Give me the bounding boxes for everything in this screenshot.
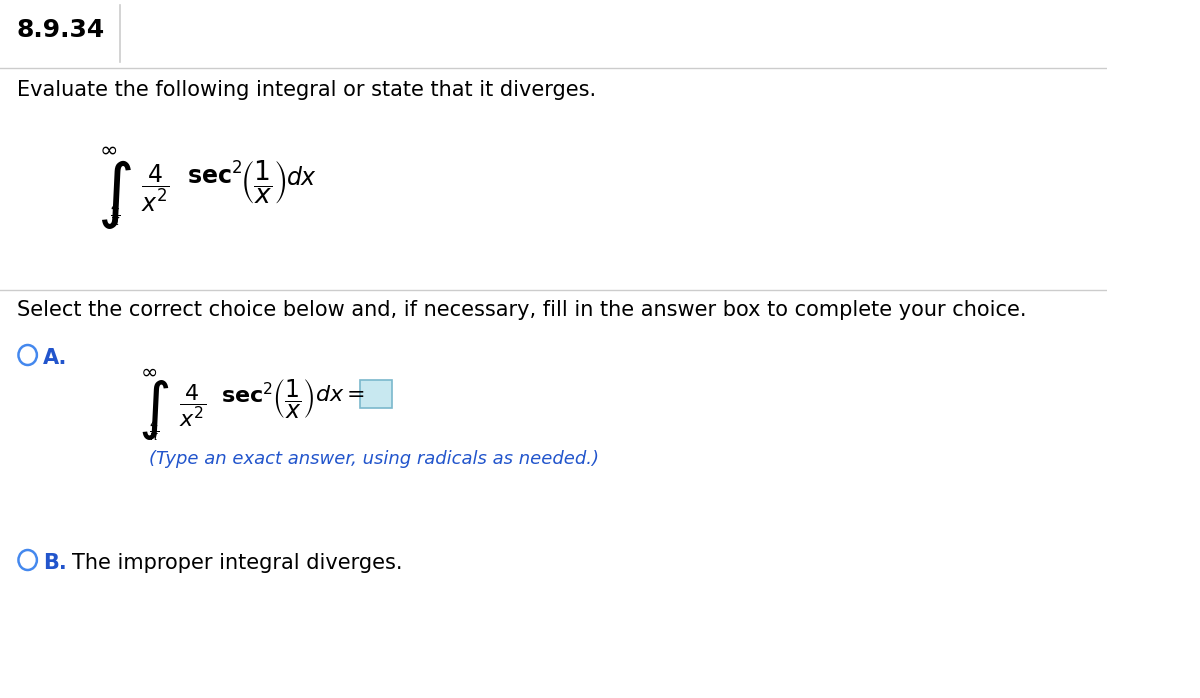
Text: $\left(\dfrac{1}{x}\right)$: $\left(\dfrac{1}{x}\right)$: [240, 158, 287, 206]
Text: $\mathbf{sec}^2$: $\mathbf{sec}^2$: [221, 382, 274, 407]
Text: $\frac{4}{\pi}$: $\frac{4}{\pi}$: [109, 200, 120, 228]
FancyBboxPatch shape: [360, 380, 392, 408]
Text: $\frac{4}{\pi}$: $\frac{4}{\pi}$: [149, 417, 160, 443]
Text: $\left(\dfrac{1}{x}\right)$: $\left(\dfrac{1}{x}\right)$: [272, 378, 314, 422]
Text: $\infty$: $\infty$: [98, 140, 116, 160]
Text: A.: A.: [43, 348, 67, 368]
Text: 8.9.34: 8.9.34: [17, 18, 104, 42]
Text: B.: B.: [43, 553, 67, 573]
Text: Evaluate the following integral or state that it diverges.: Evaluate the following integral or state…: [17, 80, 595, 100]
Text: Select the correct choice below and, if necessary, fill in the answer box to com: Select the correct choice below and, if …: [17, 300, 1026, 320]
Text: $dx$: $dx$: [286, 166, 317, 190]
Text: $\dfrac{4}{x^2}$: $\dfrac{4}{x^2}$: [142, 162, 170, 214]
Text: The improper integral diverges.: The improper integral diverges.: [72, 553, 402, 573]
Text: $\mathbf{sec}^2$: $\mathbf{sec}^2$: [187, 162, 242, 189]
Text: $\infty$: $\infty$: [140, 362, 157, 382]
Text: $\int$: $\int$: [138, 378, 169, 442]
Text: $\int$: $\int$: [97, 158, 132, 231]
Text: $dx =$: $dx =$: [316, 385, 365, 405]
Text: (Type an exact answer, using radicals as needed.): (Type an exact answer, using radicals as…: [149, 450, 599, 468]
Text: $\dfrac{4}{x^2}$: $\dfrac{4}{x^2}$: [179, 382, 206, 429]
